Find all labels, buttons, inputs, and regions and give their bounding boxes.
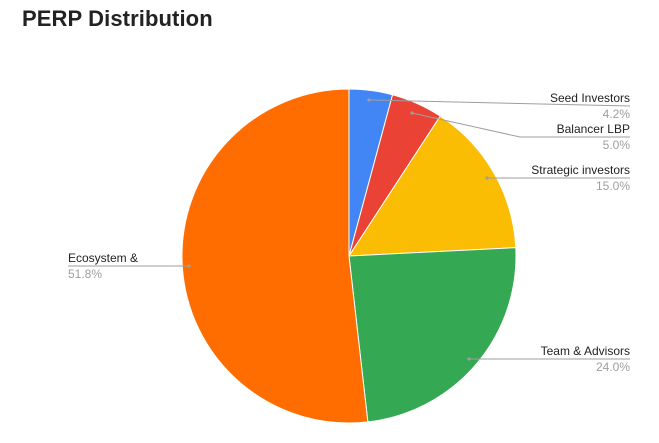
slice-label-percent: 51.8%: [68, 267, 102, 281]
callout-line: [368, 99, 631, 107]
slice-label-name: Strategic investors: [531, 163, 630, 177]
slice-label-percent: 4.2%: [603, 107, 631, 121]
pie-slices: [181, 88, 517, 424]
callout-line: [411, 112, 630, 138]
callout-lines: [68, 98, 631, 361]
pie-slice-team-advisors: [348, 247, 517, 423]
slice-label-name: Ecosystem &: [68, 251, 138, 265]
slice-label-name: Team & Advisors: [541, 344, 630, 358]
slice-label-name: Seed Investors: [550, 91, 630, 105]
slice-label-name: Balancer LBP: [557, 122, 630, 136]
pie-slice-ecosystem: [181, 88, 369, 424]
pie-slice-strategic-investors: [348, 115, 517, 257]
chart-title: PERP Distribution: [22, 6, 213, 31]
slice-label-percent: 24.0%: [596, 360, 630, 374]
slice-label-percent: 15.0%: [596, 179, 630, 193]
slice-labels: Seed Investors 4.2%Balancer LBP 5.0% Strate…: [68, 91, 630, 374]
slice-label-percent: 5.0%: [603, 138, 631, 152]
